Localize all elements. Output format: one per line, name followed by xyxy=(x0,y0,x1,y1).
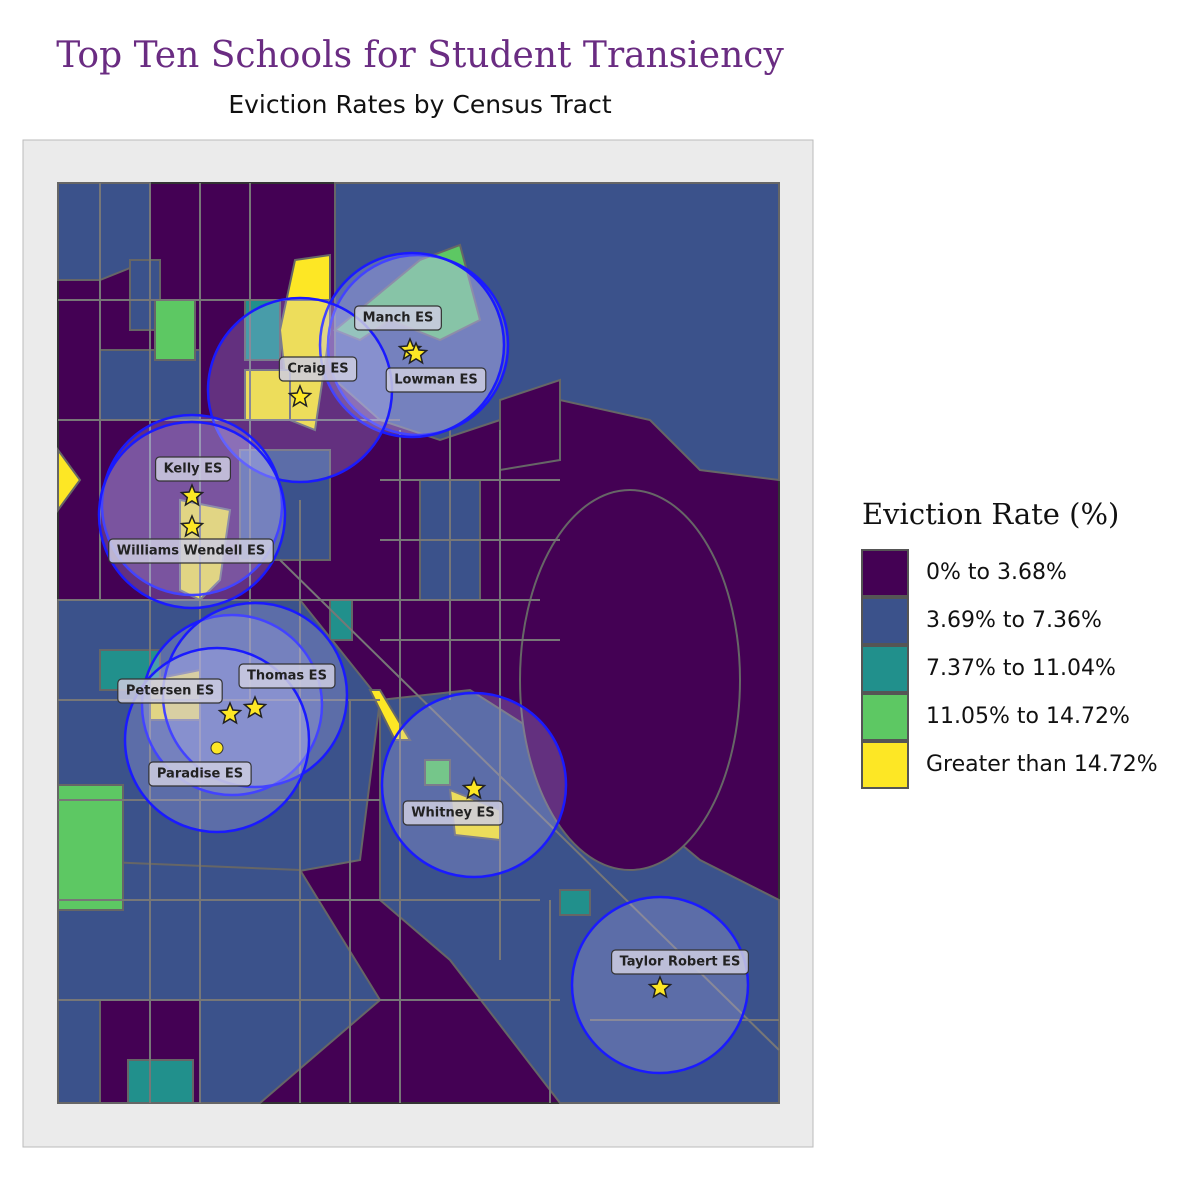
school-label: Lowman ES xyxy=(394,373,478,388)
map xyxy=(57,182,780,1104)
school-label: Whitney ES xyxy=(411,806,495,821)
legend-label: 11.05% to 14.72% xyxy=(926,704,1130,729)
school-label: Williams Wendell ES xyxy=(117,544,266,559)
school-marker xyxy=(217,701,243,725)
school-label-box xyxy=(108,538,274,564)
school-label: Manch ES xyxy=(363,311,434,326)
school-label-box xyxy=(117,678,223,704)
school-marker xyxy=(179,514,205,538)
school-label: Taylor Robert ES xyxy=(620,955,741,970)
title: Top Ten Schools for Student Transiency xyxy=(56,35,784,76)
school-marker xyxy=(242,695,268,719)
school-label-box xyxy=(238,663,336,689)
school-label: Craig ES xyxy=(287,362,348,377)
school-marker xyxy=(210,741,224,755)
school-label: Thomas ES xyxy=(247,669,327,684)
school-marker xyxy=(403,341,429,365)
school-label-box xyxy=(385,367,487,393)
school-label-box xyxy=(148,761,252,787)
legend-swatch xyxy=(861,549,909,597)
legend-swatch xyxy=(861,741,909,789)
legend-label: 3.69% to 7.36% xyxy=(926,608,1102,633)
school-label: Kelly ES xyxy=(164,462,223,477)
school-label-box xyxy=(402,800,504,826)
school-label: Petersen ES xyxy=(126,684,214,699)
legend: Eviction Rate (%) 0% to 3.68% 3.69% to 7.… xyxy=(861,497,1158,789)
school-marker xyxy=(287,384,313,408)
buffer-circle xyxy=(140,613,324,797)
legend-label: 7.37% to 11.04% xyxy=(926,656,1116,681)
legend-label: 0% to 3.68% xyxy=(926,560,1067,585)
legend-label: Greater than 14.72% xyxy=(926,752,1158,777)
school-marker xyxy=(179,483,205,507)
tracts-green xyxy=(57,243,482,911)
tract-boundaries xyxy=(58,183,780,1103)
legend-swatch xyxy=(861,645,909,693)
school-marker xyxy=(647,975,673,999)
school-label-box xyxy=(354,305,442,331)
legend-title: Eviction Rate (%) xyxy=(862,497,1119,531)
subtitle: Eviction Rates by Census Tract xyxy=(228,90,611,119)
legend-swatch xyxy=(861,693,909,741)
school-marker xyxy=(461,776,487,800)
schools: Manch ES Lowman ES Craig ES Kelly ES William… xyxy=(97,251,750,1075)
school-label: Paradise ES xyxy=(157,767,243,782)
school-label-box xyxy=(610,949,750,975)
school-label-box xyxy=(278,356,358,382)
legend-swatch xyxy=(861,597,909,645)
school-label-box xyxy=(154,456,232,482)
